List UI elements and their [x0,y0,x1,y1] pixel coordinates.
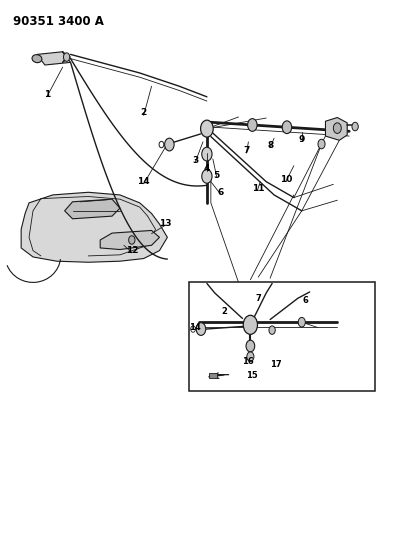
Circle shape [202,169,212,183]
Text: 10: 10 [280,174,292,183]
Text: 4: 4 [204,164,210,173]
Text: 2: 2 [140,108,147,117]
Polygon shape [37,52,70,65]
Text: 2: 2 [222,307,228,316]
Circle shape [201,120,213,137]
Text: 3: 3 [192,156,198,165]
Text: 90351 3400 A: 90351 3400 A [13,14,104,28]
Text: 17: 17 [270,360,282,369]
Circle shape [334,123,341,133]
Text: 6: 6 [218,188,224,197]
Polygon shape [209,373,217,378]
Text: 1: 1 [44,90,50,99]
Circle shape [246,340,255,352]
Circle shape [129,236,135,244]
Text: 13: 13 [159,219,172,228]
Circle shape [243,316,258,334]
Polygon shape [100,230,160,249]
Polygon shape [64,199,120,219]
Circle shape [247,352,254,361]
Circle shape [352,122,358,131]
Circle shape [248,119,257,131]
Text: 12: 12 [125,246,138,255]
Circle shape [196,322,206,335]
Text: 14: 14 [189,323,201,332]
Circle shape [202,147,212,161]
Text: 15: 15 [246,370,258,379]
Polygon shape [21,192,168,262]
Circle shape [191,326,195,332]
Circle shape [298,317,305,327]
Circle shape [159,141,164,148]
Text: 5: 5 [214,171,220,180]
Circle shape [63,53,70,61]
Text: 11: 11 [252,183,265,192]
Text: 7: 7 [256,294,261,303]
Bar [189,282,375,391]
Circle shape [318,139,325,149]
Text: 8: 8 [267,141,273,150]
Text: 6: 6 [303,296,308,305]
Text: 14: 14 [137,177,150,186]
Ellipse shape [32,55,42,63]
Circle shape [282,121,292,134]
Text: 9: 9 [298,135,305,144]
Text: 16: 16 [242,358,254,367]
Circle shape [165,138,174,151]
Polygon shape [326,117,347,140]
Text: 7: 7 [243,147,250,156]
Circle shape [269,326,275,334]
